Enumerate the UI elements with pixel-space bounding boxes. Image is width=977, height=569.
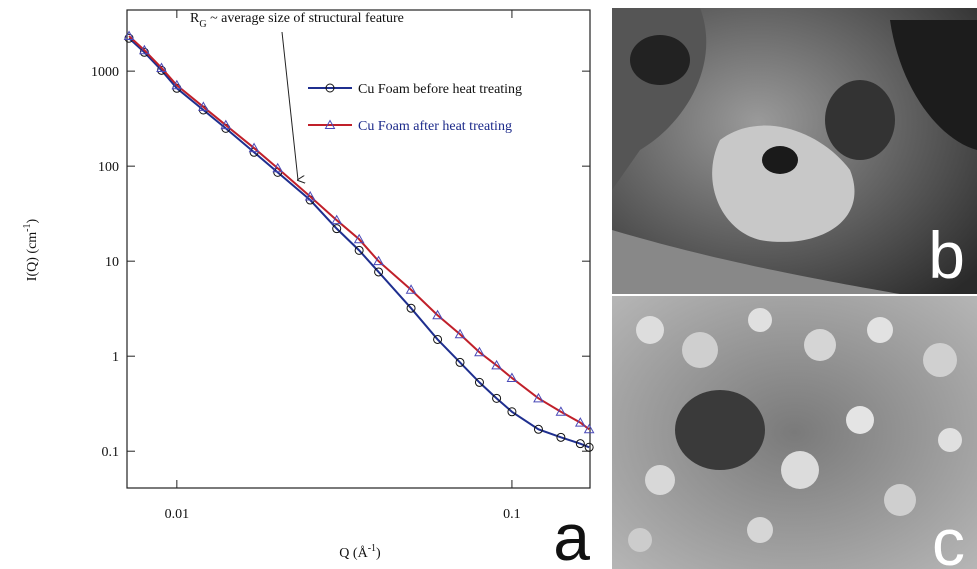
- panel-label: a: [553, 500, 590, 569]
- sem-image-c: [612, 296, 977, 569]
- y-tick-label: 1: [112, 350, 119, 365]
- x-axis-label: Q (Å-1): [339, 543, 381, 561]
- y-tick-label: 100: [98, 160, 119, 175]
- x-tick-label: 0.01: [165, 507, 190, 522]
- y-tick-label: 0.1: [102, 445, 120, 460]
- annotation: RG ~ average size of structural feature: [190, 11, 404, 30]
- y-tick-label: 1000: [91, 65, 119, 80]
- figure: b c a RG ~ average size of structural fe…: [0, 0, 977, 569]
- y-tick-label: 10: [105, 255, 119, 270]
- panel-label: b: [928, 218, 965, 292]
- legend-label: Cu Foam before heat treating: [358, 82, 522, 97]
- annotation-arrow: [282, 32, 298, 180]
- y-axis-label: I(Q) (cm-1): [22, 218, 40, 281]
- x-tick-label: 0.1: [503, 507, 521, 522]
- sem-image-b: [612, 8, 977, 294]
- panel-label: c: [932, 505, 965, 569]
- legend-label: Cu Foam after heat treating: [358, 119, 512, 134]
